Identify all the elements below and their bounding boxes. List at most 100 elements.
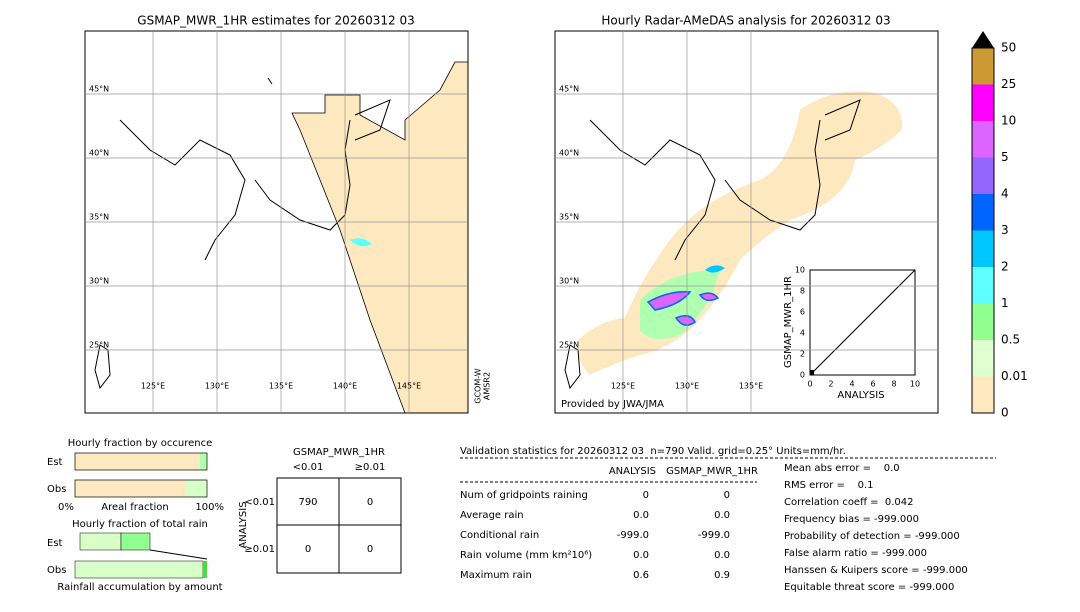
colorbar-extend: [972, 31, 994, 48]
cell: 0: [367, 497, 373, 508]
rain-patch: [640, 270, 720, 339]
footer: Rainfall accumulation by amount: [57, 582, 222, 593]
axis-label: 0%: [58, 502, 74, 513]
inset-ylabel: GSMAP_MWR_1HR: [783, 276, 794, 368]
score: Mean abs error = 0.0: [784, 463, 900, 474]
bar: [203, 561, 207, 578]
lon-label: 135°E: [269, 382, 293, 391]
x-tick-label: 10: [910, 380, 920, 389]
colorbar-segment: [972, 121, 994, 158]
cell: 0: [367, 544, 373, 555]
lat-label: 25°N: [559, 341, 579, 350]
rain-patch: [646, 290, 720, 326]
lon-label: 135°E: [739, 382, 763, 391]
lat-label: 30°N: [559, 277, 579, 286]
bar: [75, 480, 186, 497]
bar-frame: [74, 479, 208, 498]
cell: 0: [305, 544, 311, 555]
row-label: Num of gridpoints raining: [460, 490, 588, 501]
colorbar-frame: [971, 47, 995, 414]
lon-label: 130°E: [205, 382, 229, 391]
row-label: Maximum rain: [460, 570, 532, 581]
row-label: Conditional rain: [460, 530, 539, 541]
rain-patch: [350, 238, 372, 247]
credit: Provided by JWA/JMA: [561, 399, 664, 410]
coastline: [564, 99, 861, 390]
cell: 0.0: [714, 510, 730, 521]
colorbar-label: 25: [1001, 77, 1016, 91]
colorbar-label: 0: [1001, 406, 1009, 420]
inset-xlabel: ANALYSIS: [837, 390, 884, 401]
coastline: [94, 77, 391, 390]
lat-label: 40°N: [559, 149, 579, 158]
bar: [186, 480, 207, 497]
y-tick-label: 2: [800, 350, 805, 359]
cell: 0.9: [714, 570, 730, 581]
lat-label: 30°N: [89, 277, 109, 286]
x-tick-label: 0: [807, 380, 812, 389]
bar: [79, 532, 122, 551]
cell: 0: [724, 490, 730, 501]
colorbar-segment: [972, 48, 994, 85]
col-label: ≥0.01: [355, 462, 386, 473]
cell: -999.0: [617, 530, 649, 541]
colorbar-segment: [972, 340, 994, 377]
cell: 790: [298, 497, 317, 508]
cell: 0: [643, 490, 649, 501]
row-label: Est: [47, 457, 63, 468]
lat-label: 35°N: [89, 213, 109, 222]
cell: 0.0: [633, 550, 649, 561]
row-label: Est: [47, 538, 63, 549]
bar: [120, 532, 151, 551]
col-label: <0.01: [293, 462, 324, 473]
score: False alarm ratio = -999.000: [784, 548, 927, 559]
colorbar-segment: [972, 230, 994, 267]
colorbar-label: 0.5: [1001, 333, 1020, 347]
colorbar-segment: [972, 303, 994, 340]
lat-label: 40°N: [89, 149, 109, 158]
point: [810, 370, 814, 375]
score: Correlation coeff = 0.042: [784, 497, 914, 508]
rain-patch: [705, 265, 725, 273]
lon-label: 125°E: [141, 382, 165, 391]
bar: [200, 453, 207, 470]
axis-label: 100%: [195, 502, 224, 513]
colorbar-segment: [972, 157, 994, 194]
bar: [74, 560, 204, 579]
diagonal: [809, 269, 916, 376]
x-tick-label: 6: [870, 380, 875, 389]
title: Hourly fraction by occurence: [68, 438, 212, 449]
sensor: GCOM-W: [474, 368, 483, 404]
row-label: ≥0.01: [244, 544, 275, 555]
colorbar-label: 5: [1001, 150, 1009, 164]
colorbar-label: 2: [1001, 260, 1009, 274]
colorbar-label: 0.01: [1001, 369, 1028, 383]
x-tick-label: 8: [891, 380, 896, 389]
sensor: AMSR2: [483, 372, 492, 400]
score: Probability of detection = -999.000: [784, 531, 960, 542]
colorbar-segment: [972, 376, 994, 413]
row-label: <0.01: [244, 497, 275, 508]
score: Frequency bias = -999.000: [784, 514, 919, 525]
lon-label: 130°E: [675, 382, 699, 391]
colorbar-label: 10: [1001, 114, 1016, 128]
colorbar-segment: [972, 267, 994, 304]
bar-frame: [74, 452, 208, 471]
colorbar-label: 50: [1001, 41, 1016, 55]
lon-label: 145°E: [397, 382, 421, 391]
score: RMS error = 0.1: [784, 480, 874, 491]
lat-label: 25°N: [89, 341, 109, 350]
maps: [84, 30, 939, 414]
colorbar-label: 1: [1001, 296, 1009, 310]
lat-label: 45°N: [89, 85, 109, 94]
title: Hourly fraction of total rain: [72, 519, 208, 530]
lon-label: 140°E: [333, 382, 357, 391]
score: Equitable threat score = -999.000: [784, 582, 954, 593]
y-label: ANALYSIS: [238, 501, 249, 548]
y-tick-label: 0: [800, 371, 805, 380]
colorbar-segment: [972, 194, 994, 231]
row-label: Obs: [47, 484, 66, 495]
lon-label: 125°E: [611, 382, 635, 391]
row-label: Average rain: [460, 510, 524, 521]
